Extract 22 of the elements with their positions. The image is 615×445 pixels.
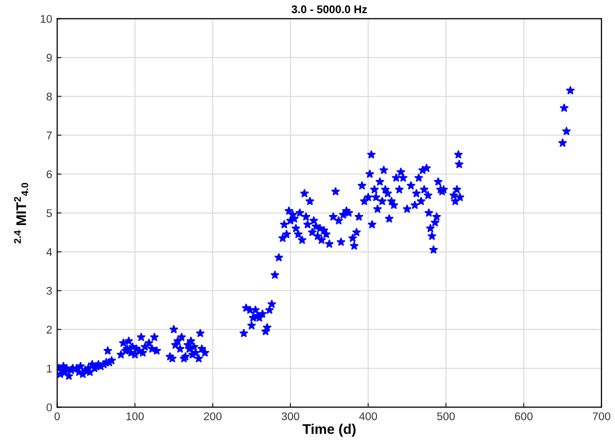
x-tick-label: 500 xyxy=(437,412,455,420)
y-tick-label: 4 xyxy=(46,248,52,256)
y-axis-title: $^{2.4}$ MIT$^{2}$$_{4.0}$ xyxy=(14,182,28,244)
x-tick-label: 0 xyxy=(54,412,60,420)
x-tick-label: 600 xyxy=(515,412,533,420)
y-tick-label: 10 xyxy=(40,14,52,23)
y-tick-label: 6 xyxy=(46,170,52,178)
y-tick-label: 8 xyxy=(46,92,52,101)
chart-title: 3.0 - 5000.0 Hz xyxy=(292,5,367,14)
x-tick-label: 700 xyxy=(592,412,610,420)
x-tick-label: 100 xyxy=(126,412,144,420)
y-tick-label: 0 xyxy=(46,403,52,412)
y-tick-label: 9 xyxy=(46,54,52,62)
y-tick-label: 7 xyxy=(46,132,52,140)
x-tick-label: 300 xyxy=(282,412,300,420)
y-tick-label: 3 xyxy=(46,286,52,295)
y-tick-label: 5 xyxy=(46,209,52,218)
y-tick-label: 2 xyxy=(46,326,52,334)
x-tick-label: 400 xyxy=(359,412,378,420)
x-tick-label: 200 xyxy=(204,412,222,420)
y-tick-label: 1 xyxy=(47,364,52,372)
x-axis-title: Time (d) xyxy=(302,424,356,437)
